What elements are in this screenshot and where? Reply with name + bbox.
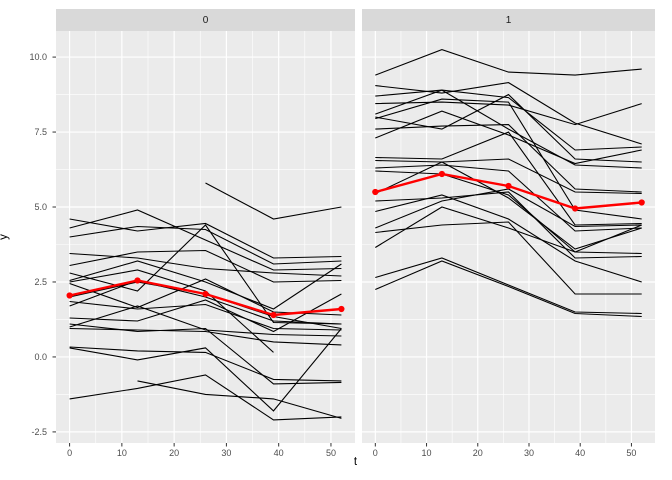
- x-tick-label: 30: [221, 448, 232, 458]
- panel-1-background: [362, 31, 655, 443]
- subject-trajectory-line: [375, 257, 642, 315]
- subject-trajectory-line: [375, 49, 642, 76]
- x-tick-label: 0: [372, 448, 378, 458]
- x-tick-label: 10: [116, 448, 127, 458]
- y-tick-label: 10.0: [29, 52, 47, 63]
- subject-trajectory-line: [69, 328, 342, 412]
- subject-trajectory-line: [69, 218, 342, 259]
- y-axis-title: y: [0, 217, 14, 257]
- subject-trajectory-line: [375, 98, 642, 220]
- subject-trajectory-line: [375, 89, 642, 169]
- subject-trajectory-line: [69, 260, 342, 310]
- subject-trajectory-line: [375, 194, 642, 283]
- mean-point: [202, 290, 209, 298]
- subject-trajectory-line: [205, 182, 342, 220]
- subject-trajectory-line: [375, 93, 642, 163]
- subject-trajectory-line: [375, 110, 642, 165]
- mean-point: [505, 182, 512, 190]
- subject-trajectory-line: [375, 89, 642, 151]
- mean-point: [572, 205, 579, 212]
- y-tick-label: 7.5: [34, 127, 47, 138]
- subject-trajectory-line: [375, 124, 642, 193]
- subject-trajectory-line: [375, 191, 642, 259]
- mean-point: [372, 188, 379, 196]
- y-tick-label: 0.0: [34, 351, 47, 362]
- facet-strip-0: 0: [56, 9, 355, 31]
- subject-trajectory-line: [375, 161, 642, 250]
- y-tick-label: 2.5: [34, 277, 47, 287]
- x-tick-label: 0: [67, 448, 73, 458]
- subject-trajectory-line: [69, 374, 342, 421]
- mean-point: [438, 170, 445, 178]
- subject-trajectory-line: [69, 249, 342, 283]
- subject-trajectory-line: [375, 82, 642, 145]
- facet-label-1: 1: [505, 14, 512, 26]
- subject-trajectory-line: [375, 101, 642, 126]
- subject-trajectory-line: [69, 300, 342, 331]
- subject-trajectory-line: [375, 260, 642, 318]
- x-tick-label: 10: [421, 448, 432, 458]
- mean-point: [270, 311, 277, 319]
- mean-point: [638, 199, 645, 206]
- subject-trajectory-line: [375, 131, 642, 226]
- x-tick-label: 40: [273, 448, 284, 458]
- x-axis-title: t: [353, 456, 358, 468]
- subject-trajectory-line: [375, 221, 642, 295]
- mean-point: [134, 277, 141, 284]
- subject-trajectory-line: [69, 225, 342, 265]
- subject-trajectory-line: [69, 209, 342, 271]
- x-tick-label: 50: [626, 448, 637, 458]
- subject-trajectory-line: [69, 327, 342, 346]
- x-tick-label: 40: [575, 448, 586, 458]
- x-tick-label: 50: [325, 448, 337, 458]
- x-tick-label: 20: [169, 448, 180, 458]
- subject-trajectory-line: [375, 158, 642, 195]
- panel-0-background: [56, 31, 355, 443]
- facet-strip-1: 1: [362, 9, 655, 31]
- y-tick-label: 5.0: [34, 202, 47, 212]
- subject-trajectory-line: [69, 305, 342, 337]
- x-tick-label: 30: [523, 448, 535, 458]
- facet-label-0: 0: [202, 14, 209, 26]
- subject-trajectory-line: [69, 269, 274, 353]
- y-tick-label: -2.5: [31, 426, 47, 437]
- subject-trajectory-line: [69, 346, 342, 382]
- mean-point: [338, 305, 345, 313]
- subject-trajectory-line: [375, 206, 642, 255]
- x-tick-label: 20: [472, 448, 483, 458]
- subject-trajectory-line: [137, 380, 342, 419]
- subject-trajectory-line: [375, 164, 642, 232]
- mean-point: [66, 292, 73, 299]
- subject-trajectory-line: [69, 293, 342, 333]
